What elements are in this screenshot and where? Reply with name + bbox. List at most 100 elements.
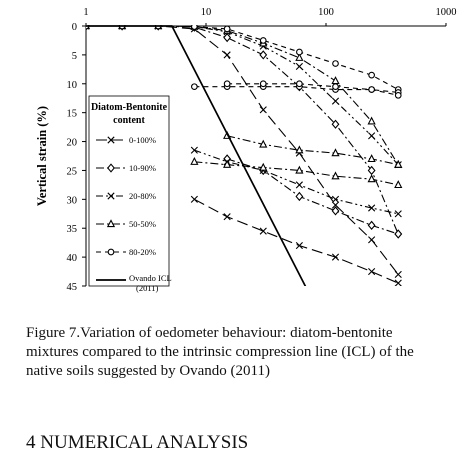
legend-box	[88, 95, 170, 287]
y-tick-label: 15	[67, 109, 78, 120]
data-point	[295, 241, 303, 250]
legend-label: 50-50%	[129, 219, 156, 229]
x-tick-label: 10	[201, 7, 212, 18]
legend-marker	[107, 248, 115, 256]
data-series	[86, 25, 403, 286]
data-point	[190, 195, 198, 203]
y-tick-label: 10	[67, 80, 78, 91]
legend-marker	[107, 136, 115, 144]
legend-marker	[106, 219, 116, 228]
legend: Diatom-Bentonite content 0-100% 10-90% 20-80…	[88, 95, 172, 293]
x-tick-label: 1	[83, 7, 88, 18]
legend-label: 20-80%	[129, 191, 156, 201]
figure-caption-line-3: native soils suggested by Ovando (2011)	[26, 363, 270, 379]
y-tick-label: 25	[67, 166, 78, 177]
y-tick-label: 30	[67, 195, 78, 206]
data-point	[331, 148, 340, 157]
y-tick-label: 5	[72, 51, 77, 62]
legend-entry: 80-20%	[96, 247, 156, 257]
data-point	[259, 50, 268, 60]
legend-entry: Ovando ICL (2011)	[96, 273, 172, 293]
data-point	[331, 97, 340, 105]
data-point	[295, 52, 304, 61]
data-point	[331, 76, 340, 85]
data-point	[331, 201, 340, 209]
data-point	[394, 210, 402, 218]
data-point	[368, 236, 376, 244]
data-point	[259, 37, 267, 44]
data-point	[191, 25, 198, 30]
x-axis-ticks: 1 10 100 1000	[83, 7, 457, 26]
legend-entry: 50-50%	[96, 219, 156, 229]
data-point	[223, 32, 232, 43]
legend-entry: 0-100%	[96, 135, 156, 145]
legend-title: Diatom-Bentonite content	[91, 102, 168, 126]
data-point	[394, 91, 402, 99]
data-point	[367, 165, 376, 176]
data-point	[295, 181, 303, 189]
data-point	[295, 145, 304, 154]
data-point	[394, 270, 402, 279]
series-line	[226, 158, 399, 235]
legend-marker	[107, 163, 115, 173]
series-line	[226, 135, 399, 166]
data-point	[367, 154, 376, 163]
data-point	[223, 80, 231, 88]
data-point	[331, 206, 340, 216]
data-point	[259, 80, 267, 88]
data-point	[259, 106, 267, 114]
data-point	[368, 71, 375, 79]
data-point	[296, 80, 303, 88]
data-point	[367, 116, 376, 125]
data-point	[223, 51, 231, 59]
data-point	[223, 159, 232, 168]
data-point	[394, 159, 403, 168]
data-point	[295, 62, 303, 71]
series-line	[227, 83, 399, 96]
y-tick-label: 20	[67, 138, 78, 149]
data-point	[259, 162, 268, 171]
data-point	[259, 227, 267, 235]
data-point	[331, 253, 340, 261]
data-point	[331, 195, 340, 203]
data-point	[394, 279, 402, 286]
data-point	[190, 156, 199, 165]
figure-caption-line-1: Figure 7.Variation of oedometer behaviou…	[26, 325, 393, 341]
data-point	[368, 267, 376, 276]
data-point	[295, 165, 304, 174]
data-point	[295, 191, 304, 202]
data-point	[190, 146, 198, 154]
data-point	[368, 204, 376, 212]
y-tick-label: 40	[67, 253, 78, 264]
data-point	[331, 119, 340, 129]
series-5	[86, 25, 402, 99]
series-line	[194, 198, 399, 284]
legend-entry: 10-90%	[96, 163, 156, 173]
data-point	[394, 229, 403, 239]
data-point	[394, 180, 403, 189]
section-heading: 4 NUMERICAL ANALYSIS	[26, 432, 249, 453]
y-tick-label: 0	[72, 22, 77, 33]
y-tick-label: 45	[67, 282, 78, 293]
legend-label: Ovando ICL (2011)	[129, 273, 172, 293]
y-axis-label: Vertical strain (%)	[35, 106, 49, 206]
y-axis-ticks: 0 5 10 15 20 25 30 35 40 45	[67, 22, 86, 293]
y-tick-label: 35	[67, 224, 78, 235]
series-6	[86, 25, 307, 286]
data-point	[368, 86, 375, 93]
data-point	[332, 83, 339, 91]
x-tick-label: 100	[318, 7, 334, 18]
data-point	[367, 220, 376, 230]
series-line	[86, 25, 399, 166]
legend-label: 80-20%	[129, 247, 156, 257]
legend-entry: 20-80%	[96, 191, 156, 201]
legend-label: 0-100%	[129, 135, 156, 145]
legend-label: 10-90%	[129, 163, 156, 173]
legend-marker	[107, 192, 115, 200]
data-point	[367, 174, 376, 183]
x-tick-label: 1000	[436, 7, 457, 18]
data-point	[223, 213, 231, 221]
data-point	[223, 25, 231, 33]
data-point	[259, 139, 268, 148]
